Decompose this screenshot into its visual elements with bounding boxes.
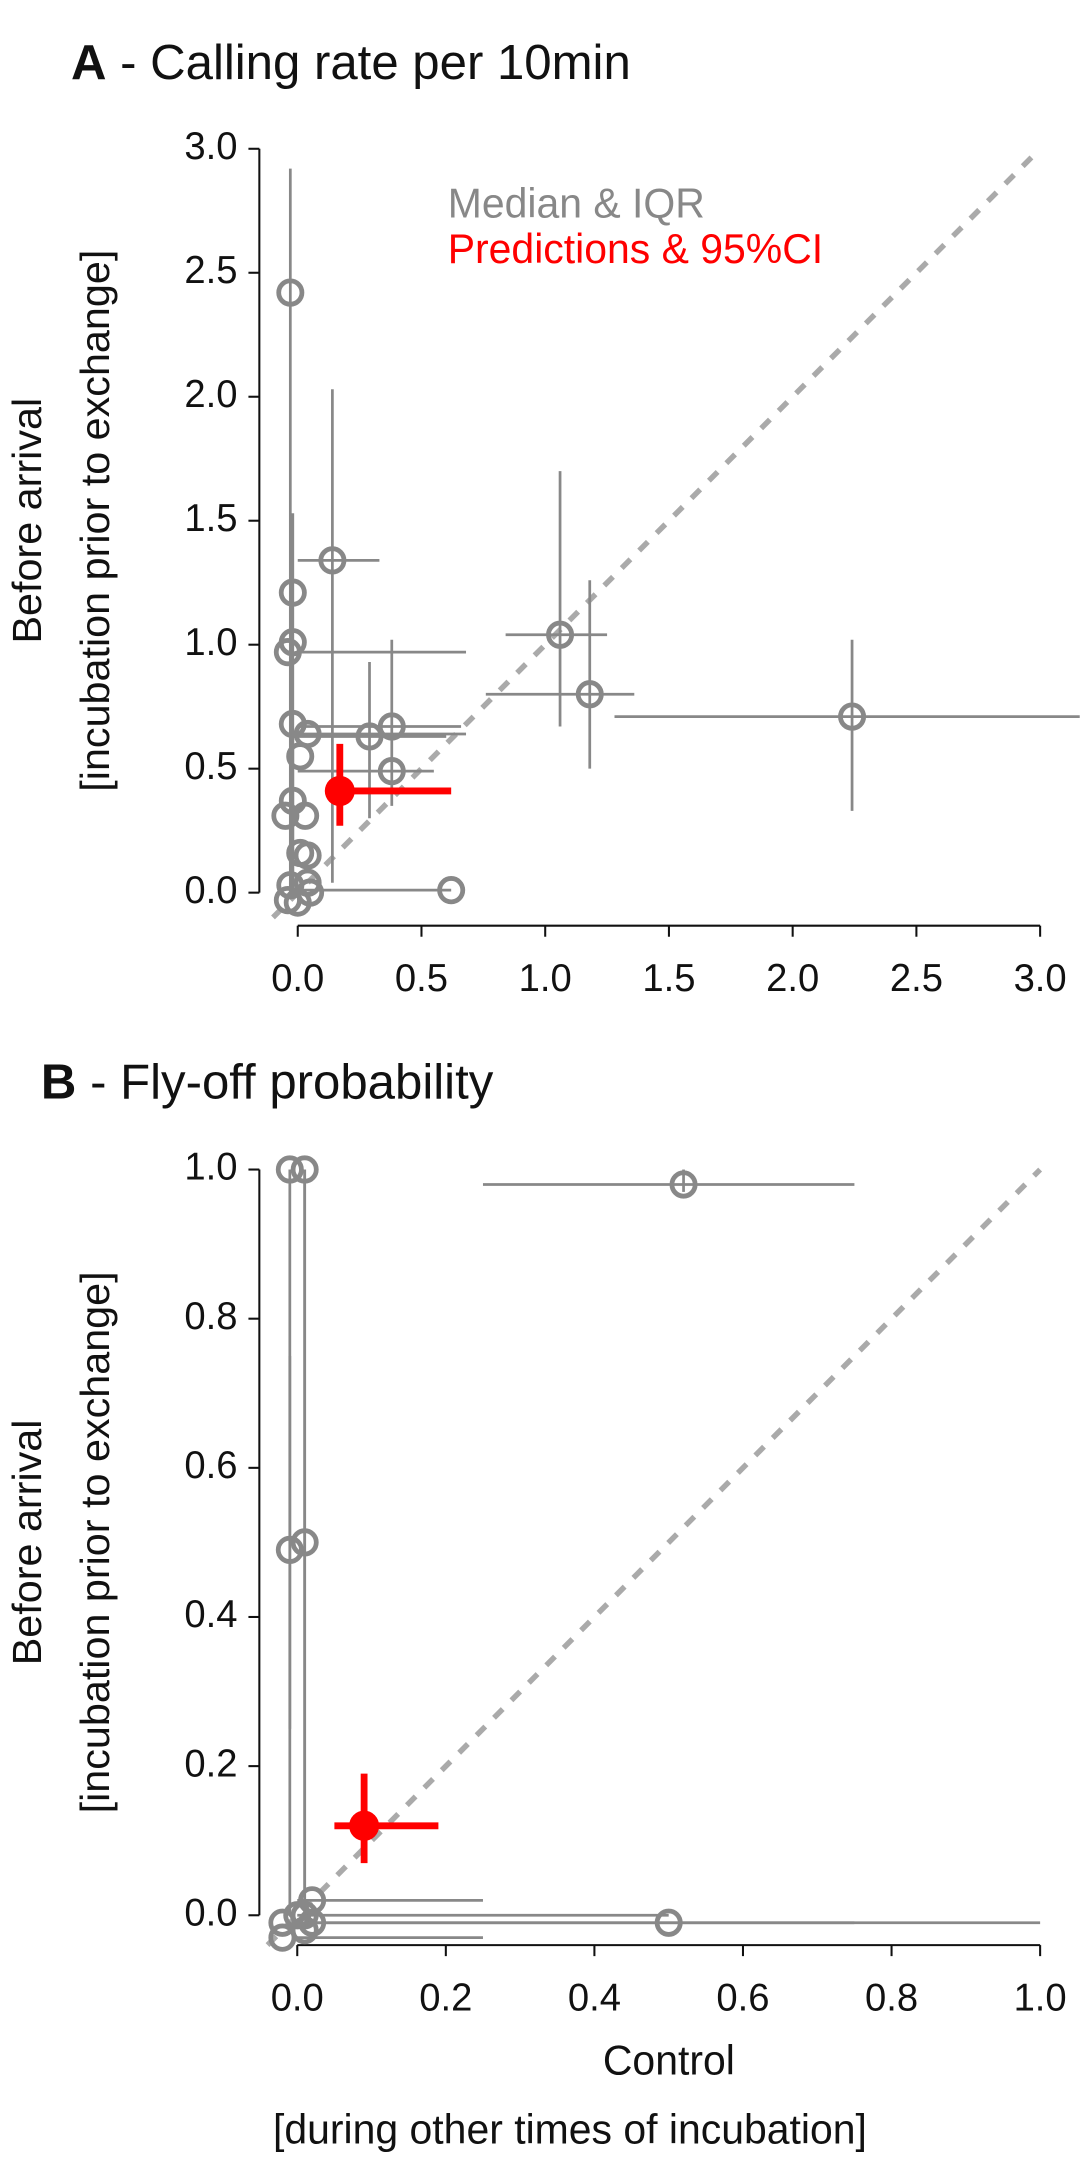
x-tick-label: 0.8	[865, 1976, 918, 2019]
y-tick-label: 2.0	[184, 373, 237, 416]
x-tick-label: 1.0	[519, 957, 572, 1000]
x-tick-label: 0.0	[271, 957, 324, 1000]
y-tick-label: 0.0	[184, 1891, 237, 1934]
y-axis-label: Before arrival	[4, 1420, 50, 1666]
title-text: - Calling rate per 10min	[120, 35, 631, 90]
y-axis-label: [incubation prior to exchange]	[72, 1271, 118, 1813]
point	[377, 712, 406, 741]
x-tick-label: 0.4	[568, 1976, 621, 2019]
point	[838, 702, 867, 731]
point	[275, 1155, 304, 1184]
point	[324, 775, 355, 807]
point	[293, 841, 322, 870]
panel-label: B	[41, 1054, 76, 1109]
point	[291, 801, 320, 830]
x-axis-label: Control	[603, 2037, 735, 2083]
y-tick-label: 1.0	[184, 1146, 237, 1189]
x-tick-label: 0.5	[395, 957, 448, 1000]
x-tick-label: 1.5	[642, 957, 695, 1000]
point	[575, 680, 604, 709]
x-axis-label: [during other times of incubation]	[273, 2106, 867, 2152]
y-tick-label: 0.4	[184, 1593, 237, 1636]
y-tick-label: 0.6	[184, 1444, 237, 1487]
point	[355, 722, 384, 751]
point	[654, 1908, 683, 1937]
x-tick-label: 0.0	[271, 1976, 324, 2019]
y-tick-label: 0.5	[184, 745, 237, 788]
point	[290, 1155, 319, 1184]
title-text: - Fly-off probability	[90, 1054, 494, 1109]
point	[669, 1170, 698, 1199]
point	[275, 1535, 304, 1564]
x-tick-label: 2.5	[890, 957, 943, 1000]
point	[276, 278, 305, 307]
point	[290, 1528, 319, 1557]
y-tick-label: 2.5	[184, 249, 237, 292]
x-tick-label: 3.0	[1014, 957, 1067, 1000]
point	[278, 578, 307, 607]
chart-title: B - Fly-off probability	[41, 1054, 494, 1109]
y-axis-label: [incubation prior to exchange]	[72, 250, 118, 792]
point	[290, 1901, 319, 1930]
y-tick-label: 3.0	[184, 125, 237, 168]
point	[377, 757, 406, 786]
y-tick-label: 1.0	[184, 621, 237, 664]
y-tick-label: 0.8	[184, 1295, 237, 1338]
point	[298, 1908, 327, 1937]
point	[318, 546, 347, 575]
point	[437, 876, 466, 905]
identity-line	[265, 1167, 1043, 1948]
point	[296, 878, 325, 907]
point	[271, 801, 300, 830]
chart-title: A - Calling rate per 10min	[71, 35, 631, 90]
panel-label: A	[71, 35, 106, 90]
y-tick-label: 0.0	[184, 869, 237, 912]
y-tick-label: 0.2	[184, 1742, 237, 1785]
legend-entry: Median & IQR	[448, 180, 705, 226]
y-axis-label: Before arrival	[4, 398, 50, 644]
x-tick-label: 2.0	[766, 957, 819, 1000]
point	[349, 1810, 380, 1841]
x-tick-label: 0.2	[419, 1976, 472, 2019]
x-tick-label: 0.6	[716, 1976, 769, 2019]
point	[546, 620, 575, 649]
x-tick-label: 1.0	[1014, 1976, 1067, 2019]
point	[290, 1916, 319, 1945]
point	[286, 742, 315, 771]
legend-entry: Predictions & 95%CI	[448, 226, 823, 272]
point	[273, 638, 302, 667]
y-tick-label: 1.5	[184, 497, 237, 540]
